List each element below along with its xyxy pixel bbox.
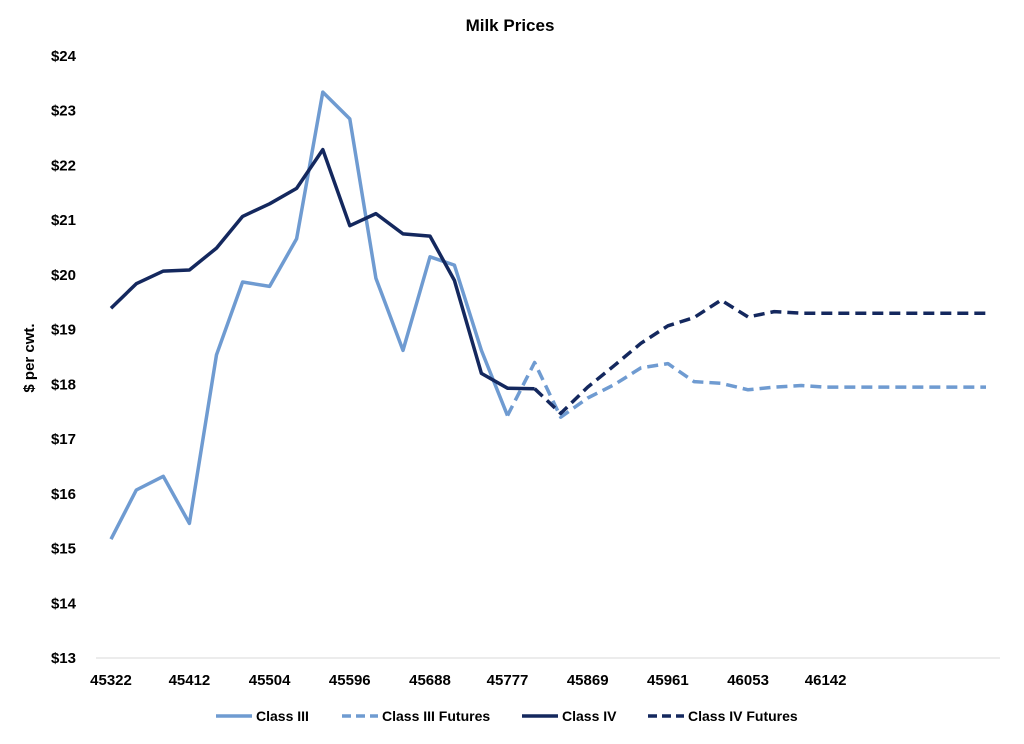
series-line-class-iii-futures xyxy=(505,360,986,419)
y-tick-label: $16 xyxy=(51,486,76,503)
y-tick-label: $19 xyxy=(51,322,76,339)
series-line-class-iv-futures xyxy=(533,298,986,416)
y-tick-label: $21 xyxy=(51,212,76,229)
series-line-class-iii xyxy=(109,90,510,541)
x-tick-label: 45961 xyxy=(647,672,689,689)
y-tick-label: $23 xyxy=(51,103,76,120)
legend-label-class-iv-futures: Class IV Futures xyxy=(688,708,798,724)
y-tick-label: $13 xyxy=(51,650,76,667)
y-axis-title: $ per cwt. xyxy=(21,323,38,392)
x-tick-label: 45688 xyxy=(409,672,451,689)
y-tick-label: $20 xyxy=(51,267,76,284)
x-axis-ticks: 45322 45412 45504 45596 45688 45777 45869 45961… xyxy=(90,672,846,689)
series-line-class-iv xyxy=(109,147,535,391)
y-tick-label: $18 xyxy=(51,376,76,393)
x-tick-label: 45504 xyxy=(249,672,291,689)
x-tick-label: 45596 xyxy=(329,672,371,689)
legend-label-class-iii-futures: Class III Futures xyxy=(382,708,490,724)
x-tick-label: 45869 xyxy=(567,672,609,689)
y-tick-label: $22 xyxy=(51,157,76,174)
x-tick-label: 46142 xyxy=(805,672,847,689)
legend-label-class-iv: Class IV xyxy=(562,708,617,724)
x-tick-label: 45412 xyxy=(169,672,211,689)
legend: Class III Class III Futures Class IV Class … xyxy=(216,708,798,724)
y-tick-label: $17 xyxy=(51,431,76,448)
x-tick-label: 45322 xyxy=(90,672,132,689)
x-tick-label: 46053 xyxy=(727,672,769,689)
legend-label-class-iii: Class III xyxy=(256,708,309,724)
y-axis-ticks: $13 $14 $15 $16 $17 $18 $19 $20 $21 $22 $23 $24 xyxy=(51,48,77,667)
y-tick-label: $14 xyxy=(51,595,77,612)
chart-title: Milk Prices xyxy=(466,16,555,35)
y-tick-label: $24 xyxy=(51,48,77,65)
y-tick-label: $15 xyxy=(51,541,76,558)
x-tick-label: 45777 xyxy=(487,672,529,689)
series-lines xyxy=(109,90,986,541)
